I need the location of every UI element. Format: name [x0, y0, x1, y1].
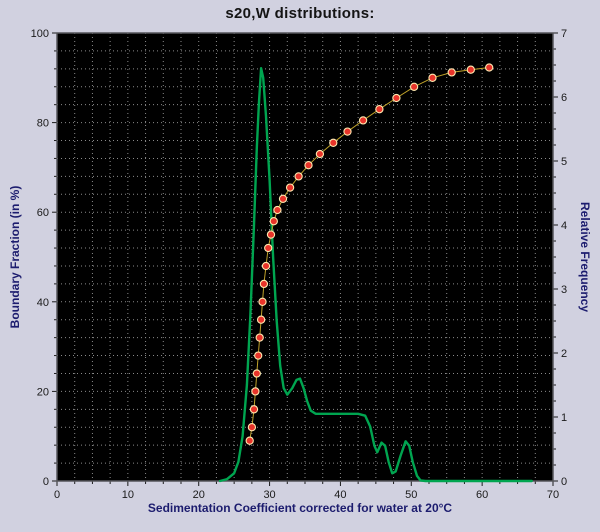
- svg-text:20: 20: [37, 386, 49, 398]
- svg-text:70: 70: [547, 489, 559, 501]
- svg-text:1: 1: [561, 412, 567, 424]
- chart-title: s20,W distributions:: [225, 5, 375, 22]
- svg-text:80: 80: [37, 118, 49, 130]
- data-point-marker: [245, 436, 254, 445]
- data-point-marker: [329, 138, 338, 147]
- data-point-marker: [247, 423, 257, 432]
- data-point-marker: [466, 65, 475, 74]
- data-point-marker: [294, 172, 303, 181]
- data-point-marker: [428, 73, 437, 82]
- data-point-marker: [266, 230, 276, 239]
- data-point-marker: [269, 217, 278, 226]
- data-point-marker: [252, 369, 261, 378]
- svg-text:10: 10: [122, 489, 134, 501]
- plot-frame: [56, 32, 554, 482]
- data-point-marker: [261, 261, 271, 271]
- svg-text:0: 0: [43, 476, 49, 488]
- svg-text:2: 2: [561, 348, 567, 360]
- data-point-marker: [343, 127, 352, 136]
- data-point-marker: [249, 405, 259, 414]
- data-point-marker: [304, 161, 313, 170]
- svg-text:6: 6: [561, 92, 567, 104]
- svg-text:20: 20: [193, 489, 205, 501]
- data-point-marker: [273, 205, 282, 215]
- svg-text:100: 100: [31, 28, 49, 40]
- svg-text:7: 7: [561, 28, 567, 40]
- data-point-marker: [255, 333, 264, 342]
- data-point-marker: [259, 279, 269, 289]
- data-point-marker: [375, 105, 384, 114]
- boundary-fraction-points: [245, 63, 494, 445]
- data-point-marker: [258, 297, 267, 306]
- data-point-marker: [409, 82, 419, 91]
- data-point-marker: [254, 351, 263, 360]
- x-axis-title: Sedimentation Coefficient corrected for …: [147, 501, 453, 515]
- data-point-marker: [358, 116, 368, 125]
- data-point-marker: [256, 315, 266, 324]
- data-point-marker: [278, 194, 288, 203]
- svg-text:40: 40: [37, 297, 49, 309]
- svg-text:30: 30: [263, 489, 275, 501]
- data-point-marker: [485, 63, 494, 72]
- data-point-marker: [264, 243, 273, 253]
- data-point-marker: [447, 68, 456, 77]
- data-point-marker: [392, 93, 401, 103]
- left-axis-title: Boundary Fraction (in %): [8, 185, 22, 329]
- svg-text:60: 60: [476, 489, 488, 501]
- svg-text:0: 0: [561, 476, 567, 488]
- svg-text:4: 4: [561, 220, 567, 232]
- data-point-marker: [251, 387, 260, 396]
- data-point-marker: [285, 183, 295, 192]
- svg-text:60: 60: [37, 207, 49, 219]
- svg-text:50: 50: [405, 489, 417, 501]
- right-axis-title: Relative Frequency: [578, 201, 592, 313]
- data-point-marker: [315, 149, 325, 159]
- svg-text:0: 0: [54, 489, 60, 501]
- svg-text:40: 40: [334, 489, 346, 501]
- svg-text:3: 3: [561, 284, 567, 296]
- relative-frequency-curve: [218, 66, 533, 483]
- svg-text:5: 5: [561, 156, 567, 168]
